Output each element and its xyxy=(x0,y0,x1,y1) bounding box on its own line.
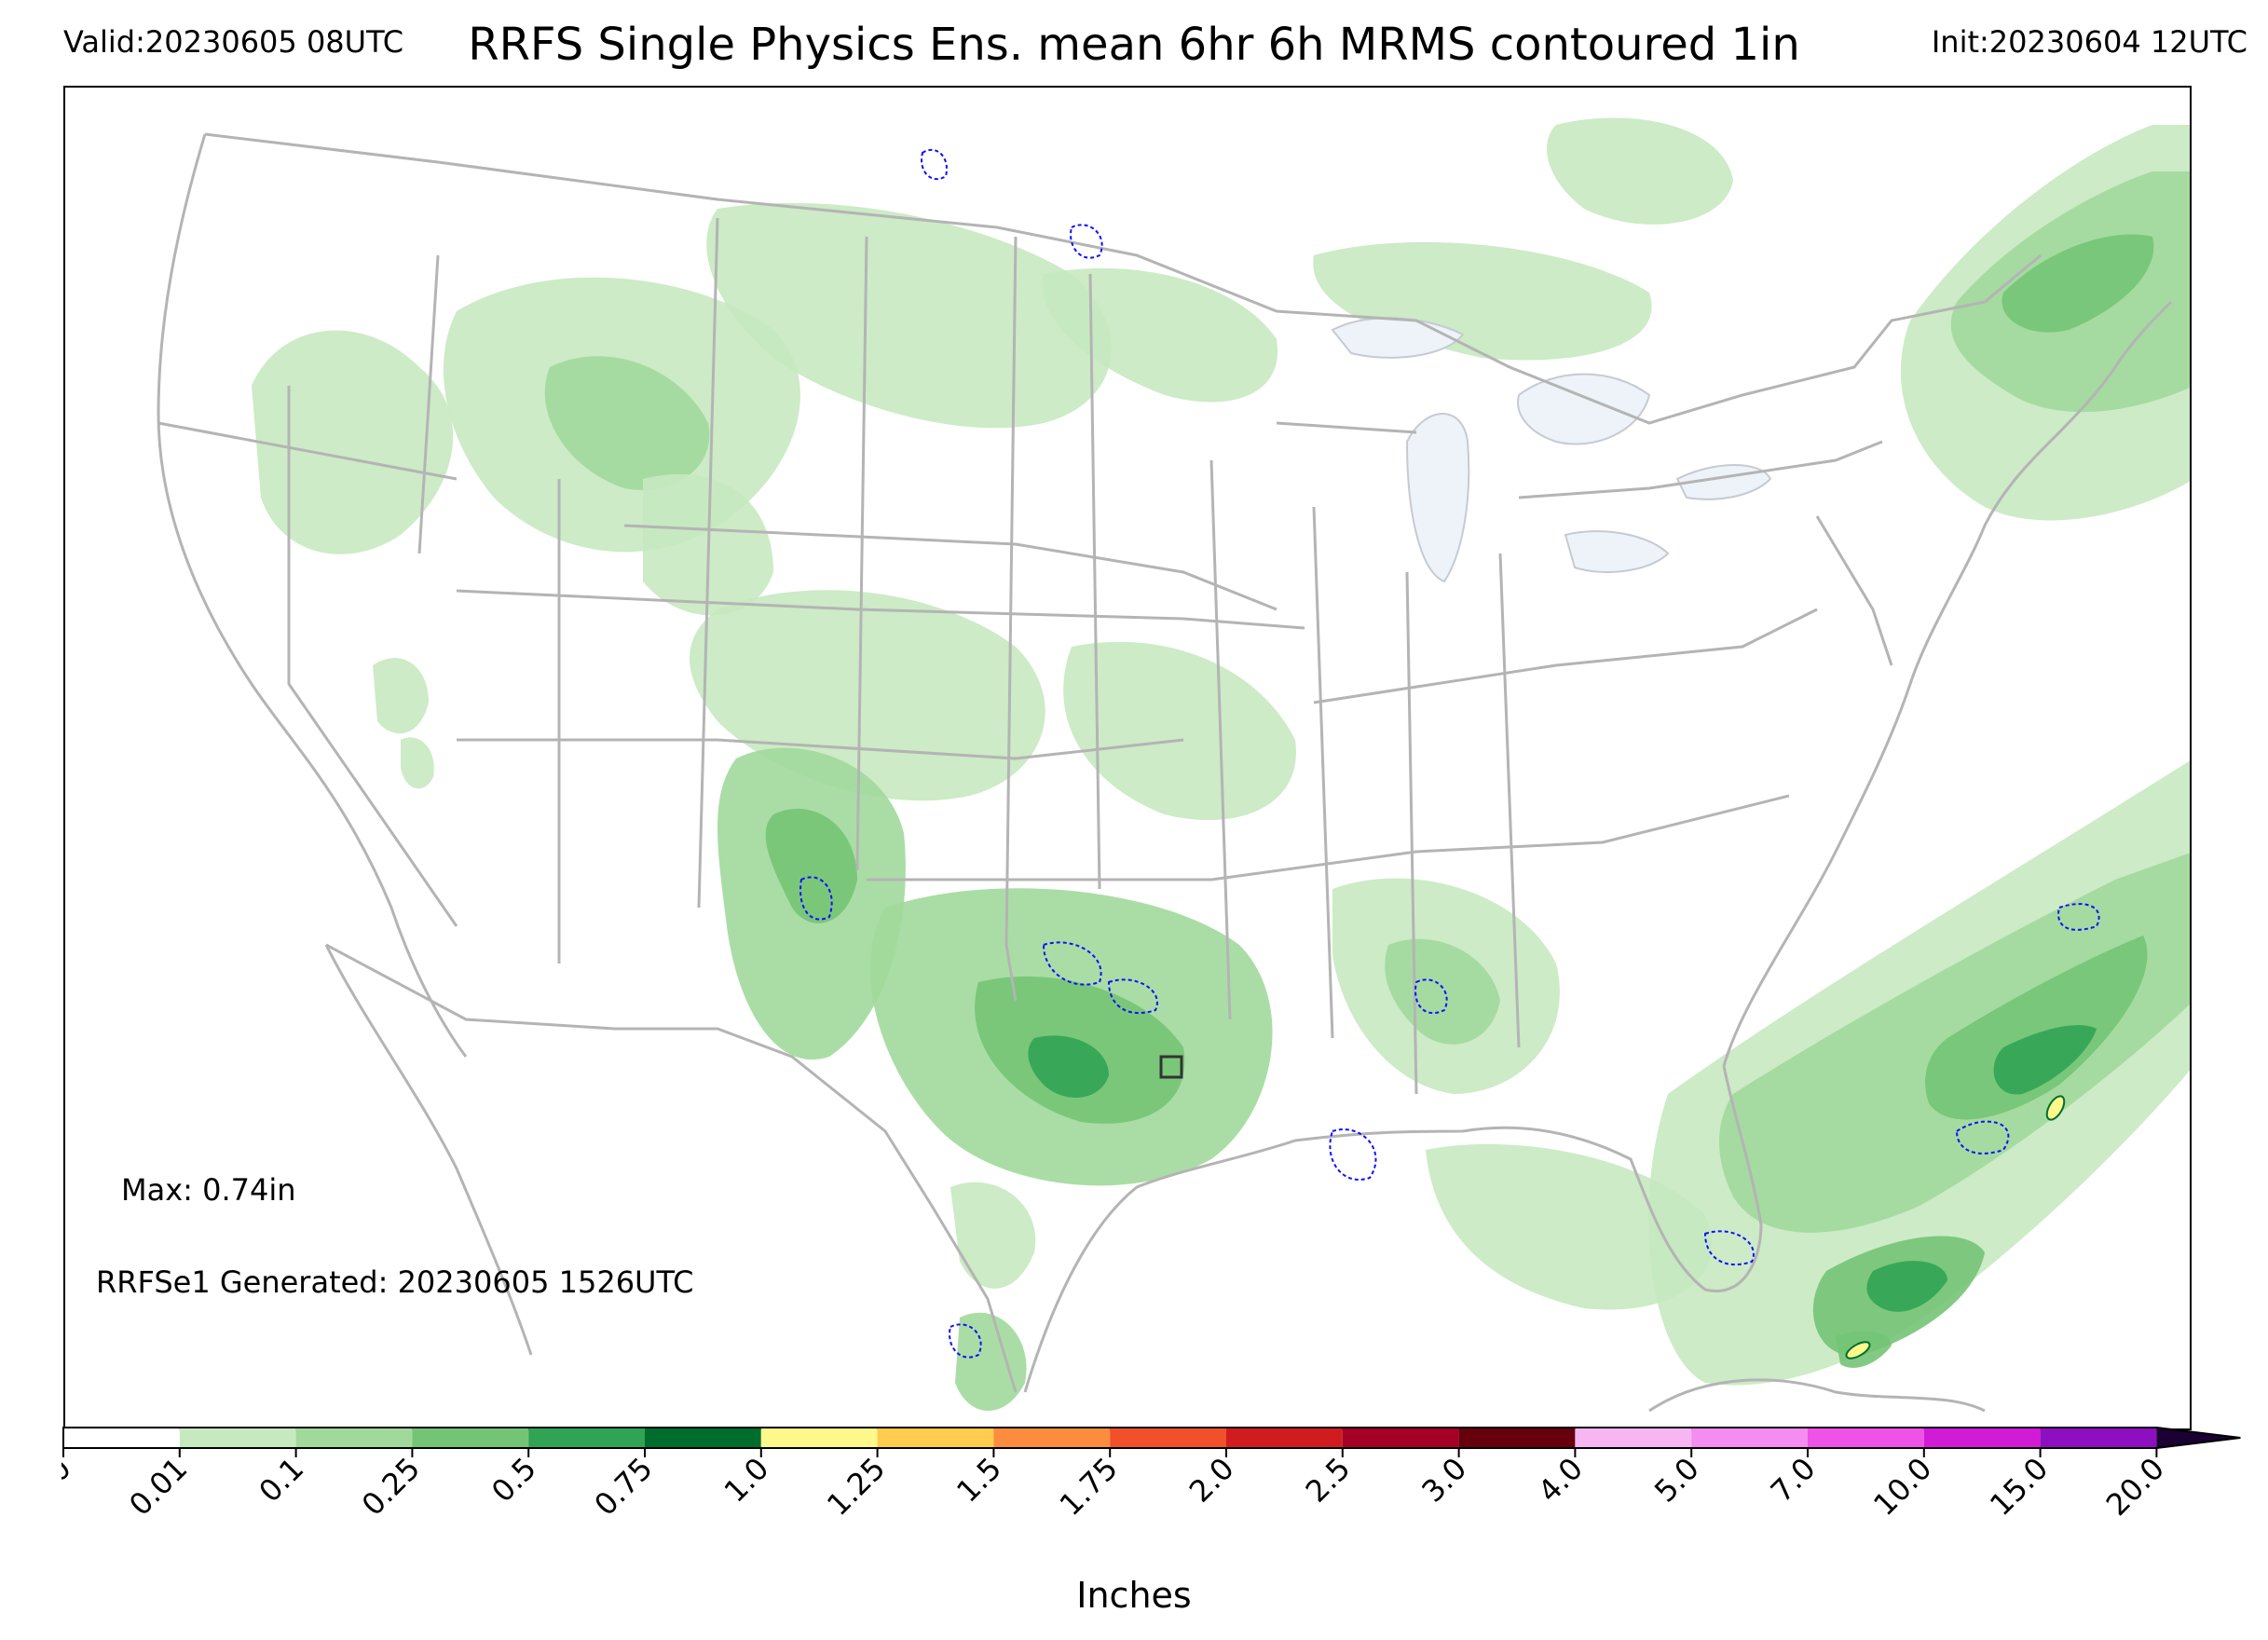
colorbar-swatch xyxy=(528,1428,645,1448)
colorbar-swatch xyxy=(1691,1428,1808,1448)
colorbar-tick-label: 20.0 xyxy=(2099,1451,2171,1523)
colorbar-swatch xyxy=(1575,1428,1692,1448)
colorbar-swatch xyxy=(1923,1428,2041,1448)
colorbar-tick-label: 10.0 xyxy=(1866,1451,1938,1523)
colorbar-tick-label: 1.25 xyxy=(820,1451,892,1523)
colorbar-swatch xyxy=(1342,1428,1459,1448)
colorbar-tick-label: 1.0 xyxy=(717,1451,776,1510)
colorbar-outline xyxy=(62,1427,2241,1449)
colorbar-swatch xyxy=(760,1428,878,1448)
valid-time: Valid:20230605 08UTC xyxy=(63,24,404,60)
colorbar-swatch xyxy=(2040,1428,2157,1448)
location-box xyxy=(1159,1055,1183,1079)
max-value: Max: 0.74in xyxy=(121,1172,296,1208)
colorbar-tick-label: 0.0 xyxy=(61,1451,78,1510)
map-title: RRFS Single Physics Ens. mean 6hr 6h MRM… xyxy=(468,19,1800,71)
colorbar-tick-label: 15.0 xyxy=(1983,1451,2055,1523)
colorbar-tick-label: 0.1 xyxy=(252,1451,310,1510)
precipitation-map xyxy=(63,86,2192,1430)
colorbar-swatch xyxy=(1808,1428,1924,1448)
init-time: Init:20230604 12UTC xyxy=(1931,24,2248,60)
great-lakes xyxy=(1331,317,1772,583)
colorbar-swatch xyxy=(1110,1428,1226,1448)
colorbar-tick-label: 0.01 xyxy=(122,1451,194,1523)
colorbar-swatch xyxy=(1226,1428,1343,1448)
colorbar-tick-label: 2.0 xyxy=(1182,1451,1241,1510)
colorbar-extend-arrow xyxy=(2156,1428,2241,1448)
colorbar-tick-label: 3.0 xyxy=(1414,1451,1473,1510)
generated-timestamp: RRFSe1 Generated: 20230605 1526UTC xyxy=(96,1264,694,1300)
colorbar-tick-label: 1.5 xyxy=(950,1451,1008,1510)
max-spots xyxy=(1845,1095,2066,1360)
colorbar-swatch xyxy=(412,1428,529,1448)
colorbar-swatch xyxy=(993,1428,1111,1448)
colorbar-swatch xyxy=(877,1428,994,1448)
colorbar-tick-label: 1.75 xyxy=(1053,1451,1125,1523)
colorbar-swatch xyxy=(179,1428,296,1448)
map-canvas xyxy=(157,117,2190,1413)
colorbar-swatch xyxy=(645,1428,761,1448)
colorbar-tick-label: 0.5 xyxy=(485,1451,543,1510)
colorbar: 0.0 0.01 0.1 0.25 0.5 0.75 1.0 1.25 1.5 1.75 2.0 2.… xyxy=(61,1427,2241,1523)
colorbar-tick-label: 4.0 xyxy=(1531,1451,1590,1510)
colorbar-tick-label: 2.5 xyxy=(1299,1451,1358,1510)
colorbar-swatch xyxy=(63,1428,180,1448)
colorbar-label: Inches xyxy=(1076,1575,1192,1616)
colorbar-tick-label: 5.0 xyxy=(1647,1451,1706,1510)
colorbar-tick-label: 0.25 xyxy=(355,1451,427,1523)
colorbar-tick-label: 0.75 xyxy=(587,1451,659,1523)
colorbar-tick-label: 7.0 xyxy=(1764,1451,1823,1510)
mrms-contours xyxy=(799,148,2100,1359)
colorbar-swatch xyxy=(1458,1428,1576,1448)
colorbar-swatch xyxy=(295,1428,413,1448)
state-borders xyxy=(157,132,2173,1413)
